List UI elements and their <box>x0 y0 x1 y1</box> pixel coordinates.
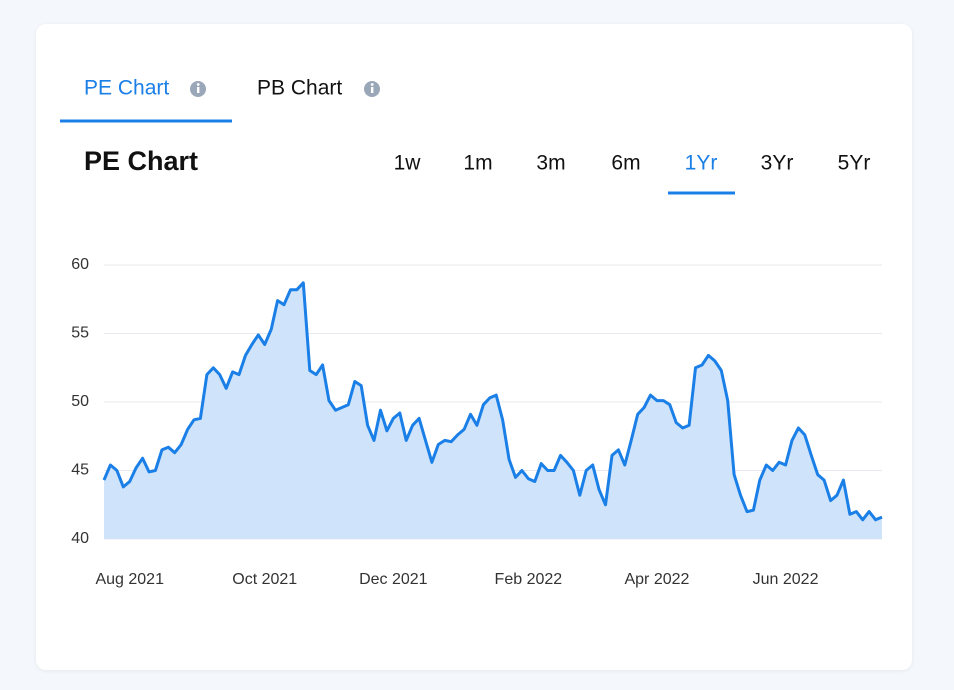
info-icon <box>190 81 206 97</box>
heading: PE Chart <box>84 146 198 176</box>
tab[interactable]: PB Chart <box>257 77 342 100</box>
y-tick-label: 55 <box>71 325 89 342</box>
area-fill <box>104 282 882 539</box>
range-button[interactable]: 3Yr <box>761 152 794 175</box>
x-tick-label: Apr 2022 <box>624 571 689 588</box>
range-button[interactable]: 5Yr <box>838 152 871 175</box>
y-tick-label: 50 <box>71 393 89 410</box>
x-tick-label: Feb 2022 <box>495 571 563 588</box>
x-tick-label: Aug 2021 <box>95 571 164 588</box>
x-tick-label: Dec 2021 <box>359 571 428 588</box>
info-icon <box>364 81 380 97</box>
range-button[interactable]: 1Yr <box>685 152 718 175</box>
card <box>36 24 912 670</box>
x-tick-label: Jun 2022 <box>753 571 819 588</box>
x-tick-label: Oct 2021 <box>232 571 297 588</box>
line <box>102 281 883 522</box>
tab[interactable]: PE Chart <box>84 77 169 100</box>
y-tick-label: 40 <box>71 530 89 547</box>
range-button[interactable]: 6m <box>611 152 640 175</box>
range-button[interactable]: 1m <box>463 152 492 175</box>
range-button[interactable]: 1w <box>394 152 422 175</box>
y-tick-label: 45 <box>71 462 89 479</box>
y-tick-label: 60 <box>71 256 89 273</box>
range-button[interactable]: 3m <box>536 152 565 175</box>
